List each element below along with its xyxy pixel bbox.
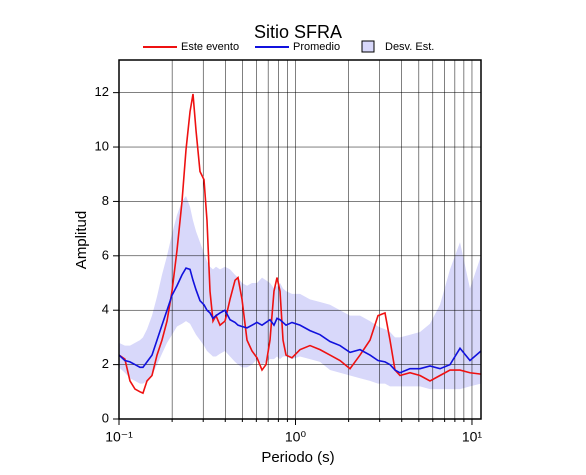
x-tick-label: 10⁻¹ [105, 429, 133, 445]
y-tick-label: 2 [102, 356, 109, 371]
legend-item: Desv. Est. [361, 40, 434, 53]
y-tick-label: 6 [102, 247, 109, 262]
y-tick-label: 4 [102, 302, 109, 317]
y-axis-label: Amplitud [73, 211, 90, 269]
y-tick-label: 0 [102, 410, 109, 425]
x-tick-label: 10⁰ [285, 429, 307, 445]
y-tick-label: 8 [102, 193, 109, 208]
y-tick-label: 10 [95, 138, 109, 153]
chart-title: Sitio SFRA [254, 22, 342, 42]
series-line [118, 267, 482, 374]
plot-frame [118, 59, 482, 420]
y-tick-label: 12 [95, 84, 109, 99]
legend-label: Este evento [181, 41, 239, 53]
x-tick-label: 10¹ [462, 429, 483, 445]
legend-label: Promedio [293, 41, 340, 53]
legend-item: Este evento [143, 41, 239, 53]
series-line [118, 93, 482, 395]
legend-item: Promedio [255, 41, 340, 53]
legend-swatch [361, 40, 375, 53]
x-axis-label: Periodo (s) [261, 449, 334, 466]
legend-label: Desv. Est. [385, 41, 434, 53]
